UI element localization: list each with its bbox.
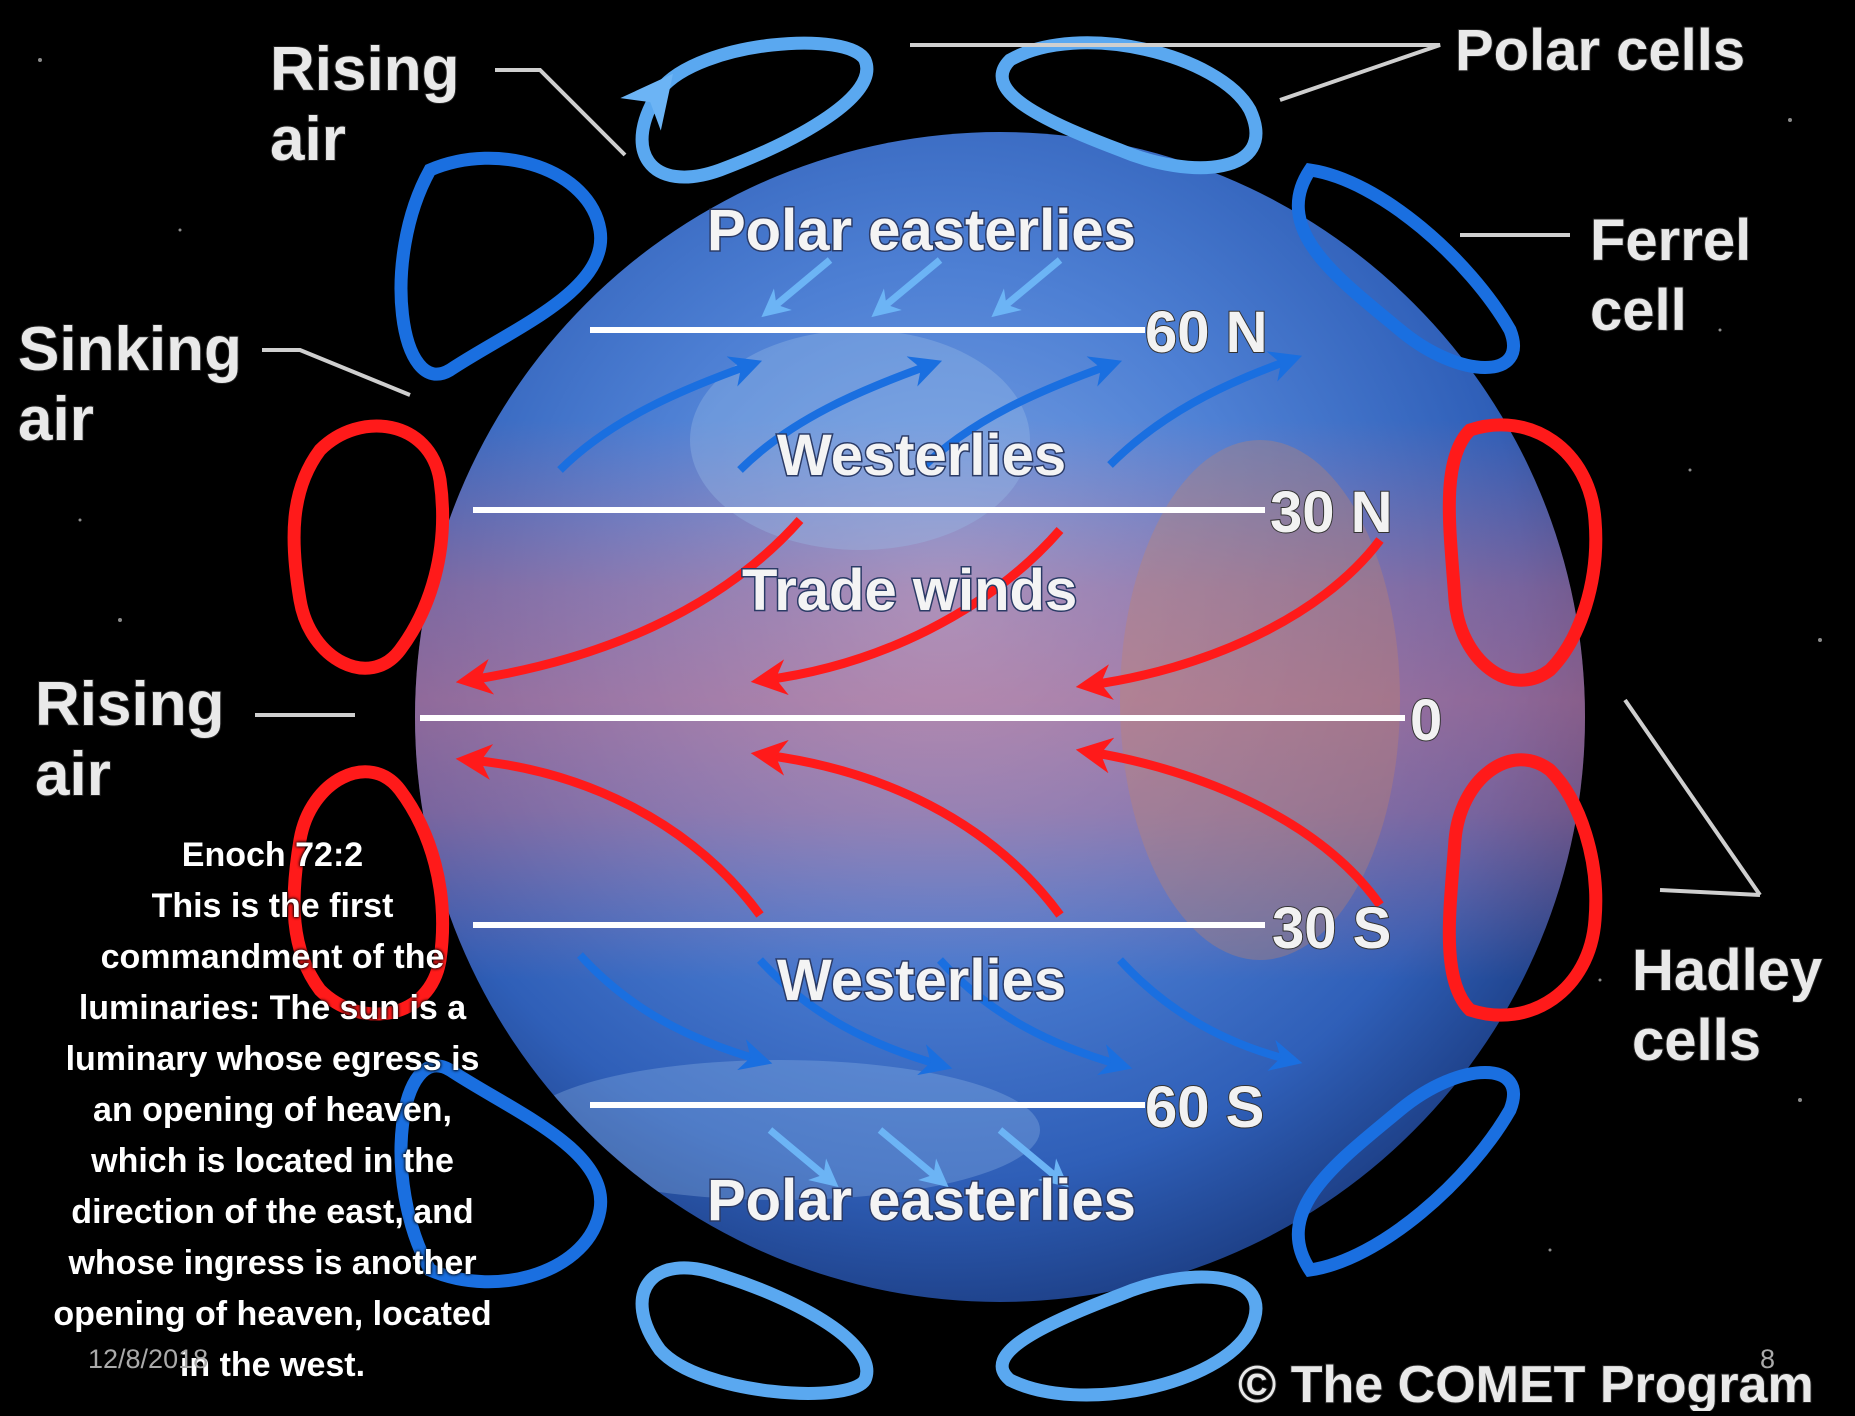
quote-line: Enoch 72:2 [181, 836, 364, 874]
slide-date: 12/8/2018 [88, 1344, 209, 1374]
polar-cells [642, 36, 1263, 1402]
lat-label-30s: 30 S [1272, 896, 1391, 961]
zone-trade-winds: Trade winds [742, 558, 1077, 623]
zone-westerlies-south: Westerlies [777, 948, 1066, 1013]
latitude-lines [420, 327, 1405, 1108]
quote-line: This is the first [151, 887, 394, 925]
enoch-quote: Enoch 72:2 This is the first commandment… [20, 830, 525, 1391]
zone-polar-easterlies-south: Polar easterlies [707, 1168, 1136, 1233]
quote-line: luminaries: The sun is a [78, 989, 467, 1027]
label-rising-air-top: Rising air [270, 35, 477, 174]
label-rising-air-mid: Rising air [35, 670, 242, 809]
starfield [38, 58, 1822, 1252]
ferrel-cells [394, 151, 1520, 1289]
lat-label-equator: 0 [1410, 688, 1442, 753]
zone-polar-easterlies-north: Polar easterlies [707, 198, 1136, 263]
westerly-arrows [557, 351, 1303, 1076]
label-polar-cells: Polar cells [1455, 18, 1745, 83]
slide-page-number: 8 [1760, 1344, 1776, 1374]
copyright-credit: © The COMET Program [1238, 1356, 1814, 1411]
trade-wind-arrows [455, 517, 1384, 918]
lat-label-60s: 60 S [1145, 1075, 1264, 1140]
polar-easterly-arrows [761, 257, 1069, 1188]
quote-line: direction of the east, and [71, 1193, 474, 1231]
quote-line: which is located in the [91, 1142, 454, 1180]
label-sinking-air: Sinking air [18, 315, 259, 454]
leader-lines [255, 43, 1762, 897]
label-hadley-cells: Hadley cells [1632, 938, 1838, 1073]
label-ferrel-cell: Ferrel cell [1590, 208, 1767, 343]
quote-line: in the west. [179, 1346, 366, 1384]
quote-line: commandment of the [100, 938, 445, 976]
quote-line: opening of heaven, located [53, 1295, 492, 1333]
hadley-cells [287, 418, 1603, 1022]
globe-overlay [415, 330, 1585, 1200]
lat-label-30n: 30 N [1270, 480, 1393, 545]
zone-westerlies-north: Westerlies [777, 423, 1066, 488]
quote-line: an opening of heaven, [93, 1091, 452, 1129]
lat-label-60n: 60 N [1145, 300, 1268, 365]
quote-line: whose ingress is another [68, 1244, 477, 1282]
quote-line: luminary whose egress is [65, 1040, 480, 1078]
